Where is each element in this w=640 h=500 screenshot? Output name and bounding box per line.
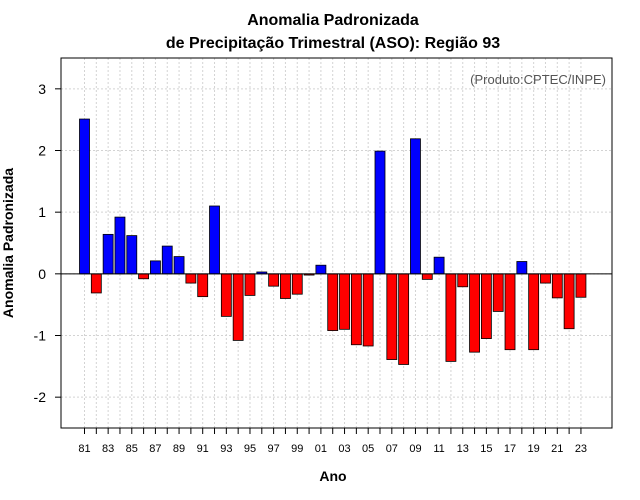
bar-21 xyxy=(551,273,563,299)
bar-04 xyxy=(350,273,362,346)
bar-92 xyxy=(209,205,220,275)
bar-98 xyxy=(280,273,291,299)
bar-91 xyxy=(197,273,209,298)
x-tick-label: 19 xyxy=(528,443,540,455)
bar-07 xyxy=(386,273,398,360)
x-tick-label: 99 xyxy=(291,443,303,455)
y-tick-label: -1 xyxy=(34,328,47,344)
bar-93 xyxy=(220,273,232,317)
bar-97 xyxy=(268,273,280,287)
x-tick-label: 81 xyxy=(78,443,90,455)
bar-15 xyxy=(480,273,492,339)
bar-12 xyxy=(445,273,457,362)
bar-83 xyxy=(102,233,114,275)
x-tick-label: 91 xyxy=(197,443,209,455)
x-tick-label: 89 xyxy=(173,443,185,455)
bar-86 xyxy=(138,273,150,280)
bar-02 xyxy=(327,273,339,331)
source-note: (Produto:CPTEC/INPE) xyxy=(470,72,606,87)
bar-08 xyxy=(398,273,410,365)
bar-06 xyxy=(374,150,386,275)
bar-90 xyxy=(185,273,197,284)
bar-23 xyxy=(575,273,587,298)
bar-87 xyxy=(150,260,161,275)
x-tick-label: 01 xyxy=(315,443,327,455)
bar-99 xyxy=(291,273,303,295)
bar-84 xyxy=(114,216,126,275)
x-tick-label: 93 xyxy=(220,443,232,455)
bar-95 xyxy=(244,273,256,296)
x-tick-label: 17 xyxy=(504,443,516,455)
x-axis-label: Ano xyxy=(319,468,346,484)
plot-frame xyxy=(60,57,613,429)
x-tick-label: 15 xyxy=(480,443,492,455)
y-axis: -2 -1 0 1 2 3 xyxy=(34,81,61,405)
bar-82 xyxy=(90,273,102,294)
bar-19 xyxy=(528,273,540,351)
y-axis-label: Anomalia Padronizada xyxy=(0,168,16,318)
bar-05 xyxy=(362,273,374,347)
x-tick-label: 87 xyxy=(149,443,161,455)
y-tick-label: -2 xyxy=(34,389,47,405)
x-tick-label: 13 xyxy=(457,443,469,455)
x-tick-label: 03 xyxy=(338,443,350,455)
x-tick-label: 97 xyxy=(267,443,279,455)
x-tick-label: 95 xyxy=(244,443,256,455)
bar-09 xyxy=(410,138,421,275)
bar-85 xyxy=(126,235,138,275)
grid xyxy=(61,58,612,428)
x-tick-label: 09 xyxy=(409,443,421,455)
bar-17 xyxy=(504,273,516,351)
bars xyxy=(79,118,587,365)
x-tick-label: 23 xyxy=(575,443,587,455)
x-tick-label: 83 xyxy=(102,443,114,455)
bar-89 xyxy=(173,256,185,275)
x-tick-label: 85 xyxy=(126,443,138,455)
x-tick-label: 07 xyxy=(386,443,398,455)
y-tick-label: 1 xyxy=(38,204,46,220)
bar-13 xyxy=(457,273,469,288)
bar-88 xyxy=(161,245,173,275)
y-tick-label: 2 xyxy=(38,143,46,159)
bar-22 xyxy=(563,273,575,330)
y-tick-label: 3 xyxy=(38,81,46,97)
bar-10 xyxy=(421,273,433,280)
x-axis: 81 83 85 87 89 91 93 95 97 99 01 03 05 07 09 11 13 15 17 19… xyxy=(78,428,587,455)
chart-subtitle: de Precipitação Trimestral (ASO): Região… xyxy=(166,35,500,52)
bar-16 xyxy=(492,273,504,312)
x-tick-label: 21 xyxy=(551,443,563,455)
bar-03 xyxy=(339,273,350,330)
bar-18 xyxy=(516,261,528,275)
x-tick-label: 11 xyxy=(433,443,444,455)
x-tick-label: 05 xyxy=(362,443,374,455)
bar-94 xyxy=(232,273,244,341)
bar-14 xyxy=(469,273,480,353)
y-tick-label: 0 xyxy=(38,266,46,282)
bar-20 xyxy=(540,273,551,284)
bar-11 xyxy=(433,256,445,275)
chart-title: Anomalia Padronizada xyxy=(247,12,419,29)
bar-81 xyxy=(79,118,90,275)
bar-01 xyxy=(315,264,327,275)
